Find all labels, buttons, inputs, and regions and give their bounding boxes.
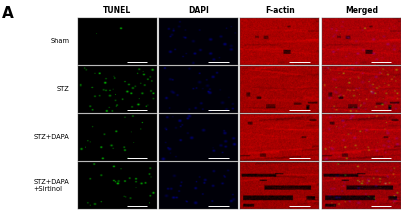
Text: Merged: Merged xyxy=(344,6,377,15)
Text: F-actin: F-actin xyxy=(264,6,294,15)
Text: STZ: STZ xyxy=(56,86,69,92)
Text: DAPI: DAPI xyxy=(188,6,209,15)
Text: Sham: Sham xyxy=(50,38,69,44)
Text: A: A xyxy=(2,6,14,21)
Text: TUNEL: TUNEL xyxy=(103,6,131,15)
Text: STZ+DAPA: STZ+DAPA xyxy=(33,134,69,141)
Text: STZ+DAPA
+Sirtinol: STZ+DAPA +Sirtinol xyxy=(33,179,69,192)
